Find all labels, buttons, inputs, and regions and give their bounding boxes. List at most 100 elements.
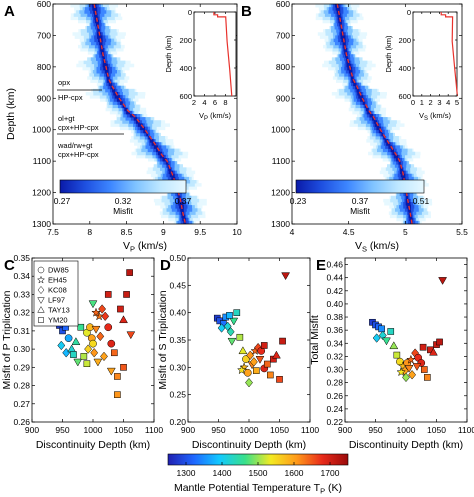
y-tick-label: 1200 <box>271 188 290 198</box>
x-tick-label: 3 <box>437 98 441 107</box>
y-tick-label: 700 <box>37 30 51 40</box>
temperature-colorbar: 1300 1400 1500 1600 1700 Mantle Potential Te… <box>167 453 349 496</box>
x-tick-label: 1050 <box>114 425 133 435</box>
data-point-square <box>233 309 241 316</box>
data-point-star <box>406 354 416 364</box>
panel-a-misfit-colorbar: 0.27 0.32 0.37 Misfit <box>54 179 192 216</box>
panel-d-points <box>213 272 291 388</box>
data-point-triangle-up <box>238 346 248 355</box>
data-point-square <box>393 351 401 359</box>
y-tick-label: 0.30 <box>13 344 30 354</box>
x-tick-label: 900 <box>181 425 195 435</box>
panel-a-colorbar-label: Misfit <box>113 206 133 216</box>
x-tick-label: 1000 <box>84 425 103 435</box>
x-tick-label: 1100 <box>458 425 474 435</box>
panel-b-colorbar-tick: 0.23 <box>290 196 307 206</box>
data-point-square <box>263 360 271 368</box>
data-point-square <box>111 349 118 357</box>
y-tick-label: 0.28 <box>326 378 343 388</box>
y-tick-label: 0.42 <box>326 286 343 296</box>
panel-d-s-misfit-scatter: 900 950 1000 1050 1100 0.20 0.25 0.30 0.35 0.40 0.… <box>157 253 319 451</box>
data-point-square <box>253 367 260 374</box>
misfit-band-layer <box>332 4 416 224</box>
y-tick-label: 700 <box>276 30 290 40</box>
y-tick-label: 0.26 <box>13 417 30 427</box>
data-point-diamond <box>101 311 110 321</box>
x-tick-label: 1 <box>420 98 424 107</box>
y-tick-label: 600 <box>276 0 290 9</box>
panel-a-colorbar-tick: 0.37 <box>175 196 192 206</box>
y-tick-label: 800 <box>276 62 290 72</box>
y-tick-label: 0.33 <box>13 289 30 299</box>
colorbar-tick-label: 1300 <box>177 468 196 478</box>
data-point-square <box>236 333 244 341</box>
y-tick-label: 0.22 <box>326 417 343 427</box>
legend-label: TAY13 <box>48 306 70 315</box>
legend-label: DW85 <box>48 266 69 275</box>
x-tick-label: 950 <box>368 425 382 435</box>
x-tick-label: 4.5 <box>343 227 355 237</box>
x-tick-label: 1000 <box>240 425 259 435</box>
x-tick-label: 5 <box>455 98 459 107</box>
data-point-diamond <box>408 370 417 380</box>
legend-label: EH45 <box>48 276 67 285</box>
data-point-square <box>70 351 77 358</box>
panel-c-p-misfit-scatter: 900 950 1000 1050 1100 0.26 0.27 0.28 0.29 0.30 0.… <box>1 253 163 451</box>
data-point-square <box>378 325 385 333</box>
y-tick-label: 0.32 <box>326 351 343 361</box>
y-tick-label: 0.38 <box>326 312 343 322</box>
data-point-triangle-up <box>272 350 281 359</box>
data-point-triangle-down <box>412 363 422 371</box>
y-tick-label: 400 <box>179 64 192 73</box>
panel-a-misfit-band <box>70 4 207 224</box>
panel-a-inset-y-label: Depth (km) <box>164 35 173 73</box>
data-point-square <box>77 323 85 331</box>
annotation-wad-rw-gt: wad/rw+gt <box>57 141 93 150</box>
x-tick-label: 6 <box>213 98 217 107</box>
panel-e-y-axis-label: Total Misfit <box>309 315 321 365</box>
data-point-star <box>36 275 46 284</box>
x-tick-label: 5.5 <box>456 227 468 237</box>
y-tick-label: 1100 <box>272 156 291 166</box>
y-tick-label: 600 <box>37 0 51 9</box>
data-point-triangle-down <box>255 356 265 364</box>
data-point-triangle-down <box>88 300 98 309</box>
x-tick-label: 0 <box>411 98 415 107</box>
data-point-diamond <box>37 286 45 294</box>
data-point-triangle-down <box>106 367 116 376</box>
y-tick-label: 0.50 <box>169 253 186 263</box>
x-tick-label: 1100 <box>145 425 164 435</box>
panel-a-colorbar-tick: 0.27 <box>54 196 71 206</box>
x-tick-label: 900 <box>25 425 39 435</box>
panel-a-colorbar-bar <box>59 179 187 194</box>
panel-a-y-axis-label: Depth (km) <box>5 88 17 140</box>
y-tick-label: 0 <box>407 8 411 17</box>
data-point-square <box>276 376 283 383</box>
data-point-star <box>91 307 101 317</box>
panel-c-y-axis-label: Misfit of P Triplication <box>1 290 13 389</box>
data-point-diamond <box>62 348 71 358</box>
data-point-circle <box>107 339 116 348</box>
panel-e-x-axis-label: Discontinuity Depth (km) <box>349 439 463 451</box>
x-tick-label: 950 <box>211 425 225 435</box>
data-point-star <box>236 364 247 375</box>
y-tick-label: 0.25 <box>169 390 186 400</box>
data-point-triangle-down <box>93 358 103 367</box>
panel-a-inset-profile <box>213 12 233 97</box>
panel-a-x-axis-label: VP (km/s) <box>123 240 167 254</box>
y-tick-label: 900 <box>276 93 290 103</box>
data-point-circle <box>243 368 252 377</box>
panel-e-points <box>369 277 448 383</box>
x-tick-label: 4 <box>290 227 295 237</box>
data-point-triangle-up <box>71 337 81 345</box>
y-tick-label: 0.28 <box>13 381 30 391</box>
y-tick-label: 0.45 <box>169 280 186 290</box>
y-tick-label: 0.36 <box>326 325 343 335</box>
panel-a-phase-annotations: opx HP-cpx ol+gt cpx+HP-cpx wad/rw+gt cp… <box>57 78 124 159</box>
panel-e-frame <box>344 257 468 423</box>
x-tick-label: 900 <box>338 425 352 435</box>
panel-b-inset-y-label: Depth (km) <box>384 35 393 73</box>
